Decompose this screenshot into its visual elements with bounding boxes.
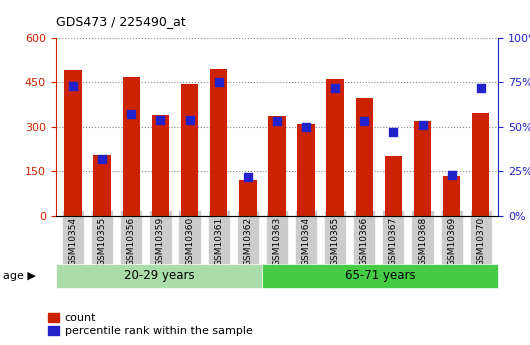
Bar [414,121,431,216]
Bar [356,98,373,216]
Point [476,85,485,90]
Bar [326,79,344,216]
Bar [472,114,490,216]
Bar [385,156,402,216]
Point [244,174,252,179]
Point [360,119,368,124]
Text: age ▶: age ▶ [3,271,36,281]
Text: 65-71 years: 65-71 years [345,269,416,283]
Bar [181,84,198,216]
Point [389,129,398,135]
Bar [210,69,227,216]
Point [69,83,77,89]
Point [127,111,136,117]
Bar [262,264,498,288]
Point [302,124,310,129]
Point [156,117,165,122]
Point [186,117,194,122]
Bar [443,176,461,216]
Point [215,80,223,85]
Bar [93,155,111,216]
Bar [122,77,140,216]
Point [273,119,281,124]
Bar [64,70,82,216]
Legend: count, percentile rank within the sample: count, percentile rank within the sample [48,313,252,336]
Bar [56,264,262,288]
Point [447,172,456,178]
Bar [152,115,169,216]
Point [418,122,427,128]
Text: 20-29 years: 20-29 years [123,269,194,283]
Point [331,85,339,90]
Bar [239,180,257,216]
Point [98,156,107,161]
Text: GDS473 / 225490_at: GDS473 / 225490_at [56,15,186,28]
Bar [297,125,315,216]
Bar [268,116,286,216]
